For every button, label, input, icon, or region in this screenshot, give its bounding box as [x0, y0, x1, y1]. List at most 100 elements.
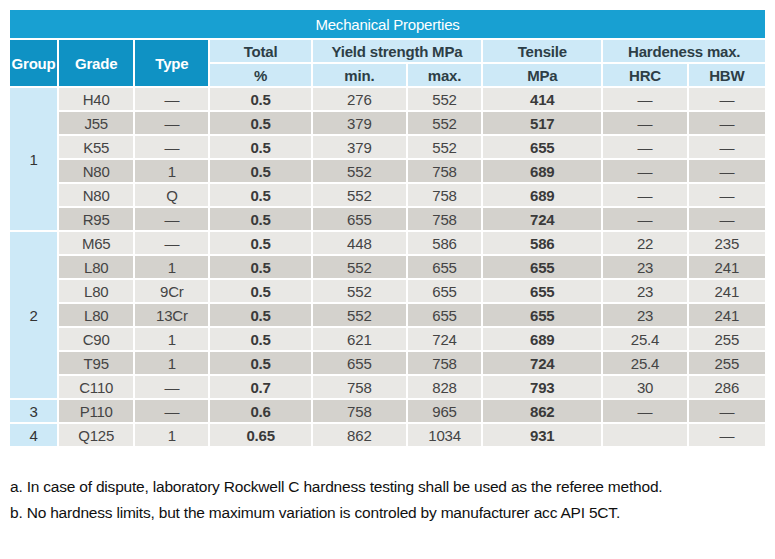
- type-cell: 9Cr: [135, 280, 208, 302]
- col-header-group: Group: [10, 40, 57, 86]
- col-header-hrc: HRC: [603, 64, 686, 86]
- hrc-cell: 22: [603, 232, 686, 254]
- tensile-cell: 689: [483, 160, 601, 182]
- hbw-cell: —: [689, 136, 765, 158]
- yield-max-cell: 552: [408, 112, 481, 134]
- tensile-cell: 517: [483, 112, 601, 134]
- type-cell: —: [135, 208, 208, 230]
- table-row: 4Q12510.658621034931—: [10, 424, 765, 446]
- tensile-cell: 931: [483, 424, 601, 446]
- total-cell: 0.5: [210, 328, 310, 350]
- yield-min-cell: 758: [313, 376, 406, 398]
- yield-max-cell: 758: [408, 352, 481, 374]
- type-cell: 1: [135, 424, 208, 446]
- grade-cell: R95: [59, 208, 133, 230]
- grade-cell: C110: [59, 376, 133, 398]
- grade-cell: H40: [59, 88, 133, 110]
- type-cell: —: [135, 136, 208, 158]
- table-row: 2M65—0.544858658622235: [10, 232, 765, 254]
- hbw-cell: 241: [689, 304, 765, 326]
- footnotes: a. In case of dispute, laboratory Rockwe…: [8, 474, 775, 525]
- tensile-cell: 655: [483, 280, 601, 302]
- grade-cell: T95: [59, 352, 133, 374]
- total-cell: 0.5: [210, 160, 310, 182]
- tensile-cell: 689: [483, 328, 601, 350]
- yield-min-cell: 552: [313, 280, 406, 302]
- table-row: L8010.555265565523241: [10, 256, 765, 278]
- table-row: T9510.565575872425.4255: [10, 352, 765, 374]
- type-cell: —: [135, 376, 208, 398]
- yield-max-cell: 965: [408, 400, 481, 422]
- tensile-cell: 414: [483, 88, 601, 110]
- hbw-cell: 286: [689, 376, 765, 398]
- yield-max-cell: 655: [408, 256, 481, 278]
- footnote-b: b. No hardness limits, but the maximum v…: [10, 500, 775, 526]
- hbw-cell: 235: [689, 232, 765, 254]
- col-header-yield-max: max.: [408, 64, 481, 86]
- total-cell: 0.65: [210, 424, 310, 446]
- yield-max-cell: 758: [408, 208, 481, 230]
- col-header-hbw: HBW: [689, 64, 765, 86]
- table-row: N80Q0.5552758689——: [10, 184, 765, 206]
- yield-max-cell: 552: [408, 88, 481, 110]
- total-cell: 0.5: [210, 232, 310, 254]
- total-cell: 0.5: [210, 88, 310, 110]
- table-row: K55—0.5379552655——: [10, 136, 765, 158]
- yield-min-cell: 655: [313, 208, 406, 230]
- hrc-cell: 23: [603, 280, 686, 302]
- hrc-cell: —: [603, 88, 686, 110]
- hbw-cell: —: [689, 184, 765, 206]
- total-cell: 0.5: [210, 304, 310, 326]
- table-row: 1H40—0.5276552414——: [10, 88, 765, 110]
- header-row-1: Group Grade Type Total Yield strength MP…: [10, 40, 765, 62]
- total-cell: 0.7: [210, 376, 310, 398]
- hrc-cell: 23: [603, 256, 686, 278]
- hbw-cell: 241: [689, 280, 765, 302]
- table-body: 1H40—0.5276552414——J55—0.5379552517——K55…: [10, 88, 765, 446]
- hbw-cell: 241: [689, 256, 765, 278]
- tensile-cell: 724: [483, 208, 601, 230]
- grade-cell: L80: [59, 256, 133, 278]
- table-row: C9010.562172468925.4255: [10, 328, 765, 350]
- table-row: L8013Cr0.555265565523241: [10, 304, 765, 326]
- table-row: 3P110—0.6758965862——: [10, 400, 765, 422]
- hbw-cell: —: [689, 160, 765, 182]
- col-header-yield-strength: Yield strength MPa: [313, 40, 481, 62]
- yield-max-cell: 724: [408, 328, 481, 350]
- type-cell: —: [135, 400, 208, 422]
- yield-min-cell: 276: [313, 88, 406, 110]
- yield-max-cell: 552: [408, 136, 481, 158]
- tensile-cell: 862: [483, 400, 601, 422]
- footnote-a: a. In case of dispute, laboratory Rockwe…: [10, 474, 775, 500]
- title-row: Mechanical Properties: [10, 10, 765, 38]
- type-cell: 1: [135, 328, 208, 350]
- grade-cell: L80: [59, 304, 133, 326]
- grade-cell: C90: [59, 328, 133, 350]
- grade-cell: P110: [59, 400, 133, 422]
- table-title: Mechanical Properties: [10, 10, 765, 38]
- col-header-total: Total: [210, 40, 310, 62]
- col-header-total-unit: %: [210, 64, 310, 86]
- yield-max-cell: 758: [408, 184, 481, 206]
- yield-min-cell: 552: [313, 256, 406, 278]
- table-row: R95—0.5655758724——: [10, 208, 765, 230]
- yield-max-cell: 828: [408, 376, 481, 398]
- grade-cell: M65: [59, 232, 133, 254]
- hrc-cell: —: [603, 160, 686, 182]
- tensile-cell: 586: [483, 232, 601, 254]
- hrc-cell: [603, 424, 686, 446]
- hbw-cell: 255: [689, 352, 765, 374]
- type-cell: 1: [135, 160, 208, 182]
- hrc-cell: 25.4: [603, 352, 686, 374]
- tensile-cell: 655: [483, 136, 601, 158]
- hrc-cell: 25.4: [603, 328, 686, 350]
- yield-min-cell: 552: [313, 160, 406, 182]
- total-cell: 0.5: [210, 112, 310, 134]
- hrc-cell: —: [603, 184, 686, 206]
- total-cell: 0.5: [210, 184, 310, 206]
- group-cell: 2: [10, 232, 57, 398]
- group-cell: 4: [10, 424, 57, 446]
- total-cell: 0.5: [210, 136, 310, 158]
- total-cell: 0.6: [210, 400, 310, 422]
- yield-min-cell: 552: [313, 184, 406, 206]
